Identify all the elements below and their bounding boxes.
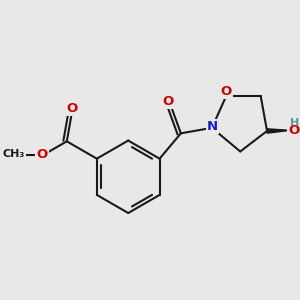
Text: O: O bbox=[36, 148, 48, 161]
Polygon shape bbox=[267, 129, 290, 133]
Text: N: N bbox=[207, 120, 218, 133]
Text: CH₃: CH₃ bbox=[2, 149, 25, 159]
Text: O: O bbox=[162, 95, 174, 108]
Text: H: H bbox=[290, 118, 299, 128]
Text: O: O bbox=[221, 85, 232, 98]
Text: O: O bbox=[289, 124, 300, 137]
Text: O: O bbox=[66, 102, 77, 115]
